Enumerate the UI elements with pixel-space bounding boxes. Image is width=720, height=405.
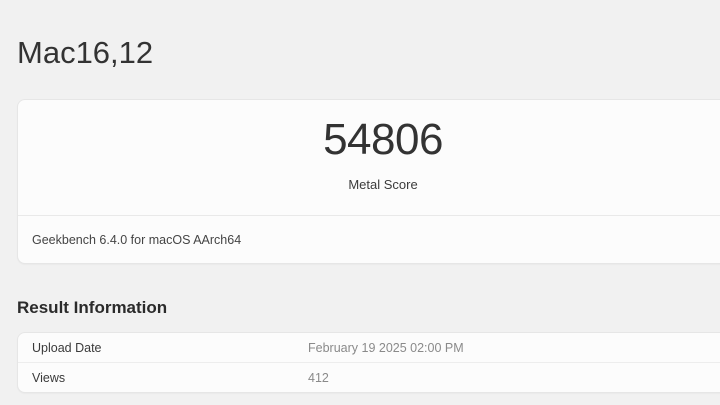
table-row-key: Upload Date: [32, 340, 102, 355]
table-row: Upload Date February 19 2025 02:00 PM: [18, 333, 720, 362]
benchmark-version-text: Geekbench 6.4.0 for macOS AArch64: [32, 232, 242, 247]
result-information-table: Upload Date February 19 2025 02:00 PM Vi…: [17, 332, 720, 393]
table-row-value: February 19 2025 02:00 PM: [308, 340, 464, 355]
table-row-value: 412: [308, 370, 329, 385]
benchmark-version-row: Geekbench 6.4.0 for macOS AArch64: [18, 216, 720, 263]
page-title: Mac16,12: [17, 35, 154, 70]
score-card-divider: [18, 215, 720, 216]
result-information-heading: Result Information: [17, 298, 168, 317]
metal-score-label: Metal Score: [348, 177, 418, 192]
table-row-key: Views: [32, 370, 66, 385]
score-card: 54806 Metal Score Geekbench 6.4.0 for ma…: [17, 99, 720, 264]
metal-score-value: 54806: [323, 115, 443, 164]
table-row: Views 412: [18, 362, 720, 392]
score-card-body: 54806 Metal Score: [18, 100, 720, 215]
